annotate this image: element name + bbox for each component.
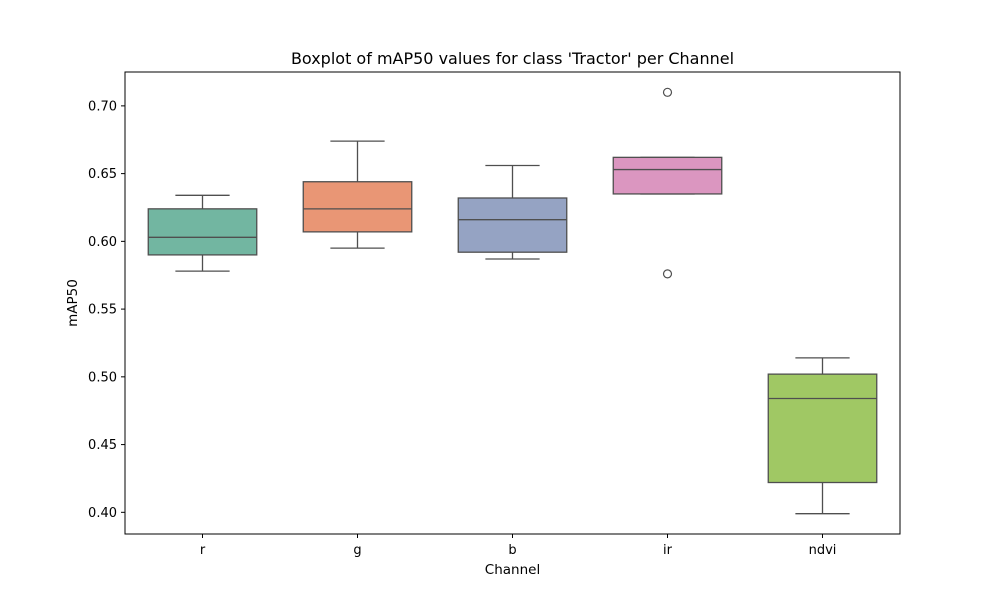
box-r (147, 194, 258, 272)
outlier-point (662, 87, 673, 97)
box-iqr (767, 373, 878, 484)
box-ndvi (767, 357, 878, 515)
box-ir (612, 87, 723, 279)
x-tick-label: r (200, 543, 206, 558)
y-tick-label: 0.40 (88, 506, 117, 521)
box-iqr (612, 156, 723, 195)
chart-title: Boxplot of mAP50 values for class 'Tract… (291, 49, 734, 68)
y-tick-label: 0.45 (88, 438, 117, 453)
x-tick-label: ndvi (809, 543, 837, 558)
x-tick-label: g (353, 543, 361, 558)
box-iqr (147, 208, 258, 256)
y-tick-label: 0.55 (88, 303, 117, 318)
y-tick-label: 0.60 (88, 235, 117, 250)
y-tick-label: 0.65 (88, 167, 117, 182)
box-iqr (457, 197, 568, 253)
plot-area (147, 87, 878, 515)
outlier-point (662, 269, 673, 279)
box-g (302, 140, 413, 249)
y-tick-label: 0.50 (88, 370, 117, 385)
y-axis-label: mAP50 (65, 279, 81, 327)
x-axis-label: Channel (485, 562, 540, 578)
x-tick-label: b (508, 543, 516, 558)
x-tick-label: ir (663, 543, 673, 558)
box-iqr (302, 181, 413, 233)
box-b (457, 164, 568, 260)
y-tick-label: 0.70 (88, 99, 117, 114)
